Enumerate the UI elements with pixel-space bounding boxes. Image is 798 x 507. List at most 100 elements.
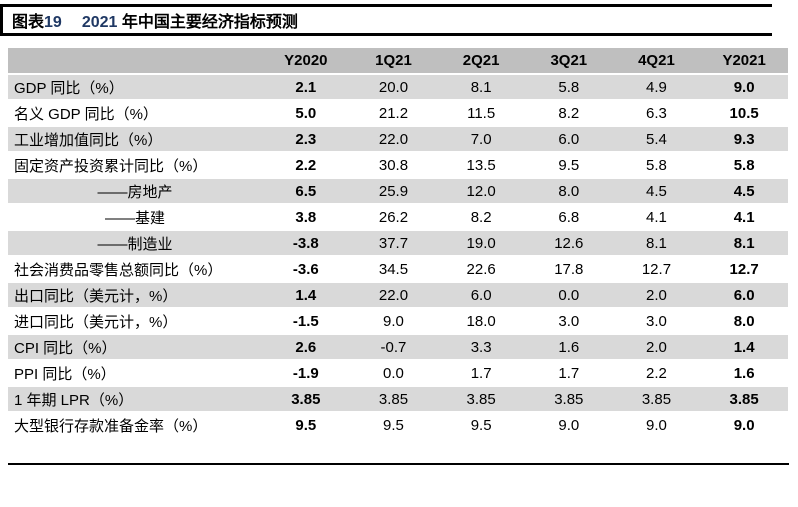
value-cell: 9.5 [558,156,580,174]
row-label: PPI 同比（%） [14,365,116,383]
value-cell: 1.7 [470,364,492,382]
value-cell: 5.0 [295,104,317,122]
row-label: 出口同比（美元计，%） [14,287,178,305]
value-cell: 9.5 [295,416,317,434]
value-cell: 25.9 [378,182,409,200]
value-cell: 22.0 [378,286,409,304]
value-cell: 8.2 [470,208,492,226]
value-cell: 30.8 [378,156,409,174]
table-body: GDP 同比（%） 2.1 20.0 8.1 5.8 4.9 9.0 名义 GDP 同比（%）… [8,74,788,438]
value-cell: 9.0 [383,312,404,330]
value-cell: 9.5 [470,416,492,434]
figure-tag: 图表19 [12,8,62,32]
row-label: 社会消费品零售总额同比（%） [14,261,223,279]
value-cell: 3.8 [295,208,317,226]
value-cell: 19.0 [466,234,496,252]
row-label: 进口同比（美元计，%） [14,313,178,331]
row-label: 大型银行存款准备金率（%） [14,417,208,435]
value-cell: 20.0 [378,78,409,96]
row-label: ——房地产 [97,183,173,201]
value-cell: 5.8 [733,156,755,174]
value-cell: 6.0 [558,130,580,148]
value-cell: 2.6 [295,338,317,356]
value-cell: 6.0 [733,286,755,304]
value-cell: 3.85 [554,390,584,408]
figure-title: 2021 年中国主要经济指标预测 [82,8,298,32]
value-cell: 8.1 [733,234,755,252]
column-header: 4Q21 [638,52,675,69]
row-label: 1 年期 LPR（%） [14,391,134,409]
row-label: GDP 同比（%） [14,79,124,97]
figure-title-year: 2021 [81,14,118,31]
value-cell: 3.0 [558,312,580,330]
value-cell: 3.85 [466,390,496,408]
value-cell: 9.0 [733,78,755,96]
value-cell: 12.7 [729,260,759,278]
value-cell: -1.9 [292,364,319,382]
value-cell: -1.5 [292,312,319,330]
value-cell: 10.5 [729,104,759,122]
figure-tag-text: 图表 [12,14,45,31]
row-label: 工业增加值同比（%） [14,131,163,149]
value-cell: 2.2 [646,364,667,382]
column-header: 2Q21 [462,52,500,69]
value-cell: 9.0 [733,416,755,434]
figure-title-text: 年中国主要经济指标预测 [117,14,298,31]
value-cell: 22.0 [378,130,409,148]
value-cell: 4.1 [646,208,667,226]
table-row: ——房地产 6.5 25.9 12.0 8.0 4.5 4.5 [8,178,788,204]
value-cell: 2.1 [295,78,317,96]
value-cell: 37.7 [378,234,409,252]
value-cell: 9.0 [646,416,667,434]
value-cell: 6.8 [558,208,580,226]
value-cell: 4.5 [733,182,755,200]
value-cell: 3.85 [378,390,409,408]
table-row: ——基建 3.8 26.2 8.2 6.8 4.1 4.1 [8,204,788,230]
value-cell: 34.5 [378,260,409,278]
column-header: Y2021 [722,52,766,69]
value-cell: 2.0 [646,286,667,304]
value-cell: 2.0 [646,338,667,356]
table-row: 社会消费品零售总额同比（%） -3.6 34.5 22.6 17.8 12.7 12.7 [8,256,788,282]
value-cell: 8.0 [733,312,755,330]
value-cell: 4.9 [646,78,667,96]
value-cell: 13.5 [466,156,496,174]
value-cell: 1.7 [558,364,580,382]
value-cell: 12.6 [554,234,584,252]
value-cell: 9.5 [383,416,404,434]
value-cell: 12.7 [641,260,672,278]
row-label: ——基建 [104,209,165,227]
value-cell: 3.85 [729,390,759,408]
value-cell: 1.4 [295,286,317,304]
value-cell: 22.6 [466,260,496,278]
table-row: CPI 同比（%） 2.6 -0.7 3.3 1.6 2.0 1.4 [8,334,788,360]
row-label: ——制造业 [97,235,173,253]
economic-indicators-table: Y2020 1Q21 2Q21 3Q21 4Q21 Y2021 GDP 同比（%） 2.1 2… [8,48,788,439]
value-cell: -3.8 [292,234,319,252]
figure-tag-number: 19 [44,14,62,31]
value-cell: 18.0 [466,312,496,330]
value-cell: 21.2 [378,104,409,122]
value-cell: 9.3 [733,130,755,148]
value-cell: 1.6 [558,338,580,356]
value-cell: 12.0 [466,182,496,200]
column-header: 1Q21 [375,52,412,69]
value-cell: 0.0 [558,286,580,304]
value-cell: 0.0 [383,364,404,382]
report-page: 图表19 2021 年中国主要经济指标预测 Y2020 1Q21 2Q21 3Q21 4… [0,4,798,507]
value-cell: 6.3 [646,104,667,122]
value-cell: 6.5 [295,182,317,200]
table-row: 固定资产投资累计同比（%） 2.2 30.8 13.5 9.5 5.8 5.8 [8,152,788,178]
value-cell: 8.0 [558,182,580,200]
table-row: 出口同比（美元计，%） 1.4 22.0 6.0 0.0 2.0 6.0 [8,282,788,308]
column-header-empty [8,48,262,74]
value-cell: 1.6 [733,364,755,382]
value-cell: 3.3 [470,338,492,356]
table-row: ——制造业 -3.8 37.7 19.0 12.6 8.1 8.1 [8,230,788,256]
table-row: GDP 同比（%） 2.1 20.0 8.1 5.8 4.9 9.0 [8,74,788,100]
value-cell: 4.5 [646,182,667,200]
row-label: CPI 同比（%） [14,339,117,357]
value-cell: 3.0 [646,312,667,330]
value-cell: 2.2 [295,156,317,174]
value-cell: 3.85 [641,390,672,408]
